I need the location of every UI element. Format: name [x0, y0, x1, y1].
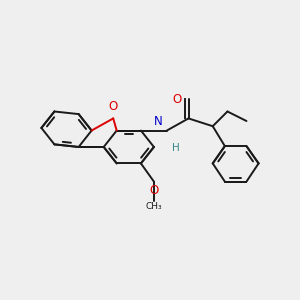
Text: H: H — [172, 143, 180, 153]
Text: N: N — [154, 115, 163, 128]
Text: CH₃: CH₃ — [146, 202, 162, 211]
Text: O: O — [172, 93, 182, 106]
Text: O: O — [149, 184, 158, 197]
Text: O: O — [109, 100, 118, 113]
